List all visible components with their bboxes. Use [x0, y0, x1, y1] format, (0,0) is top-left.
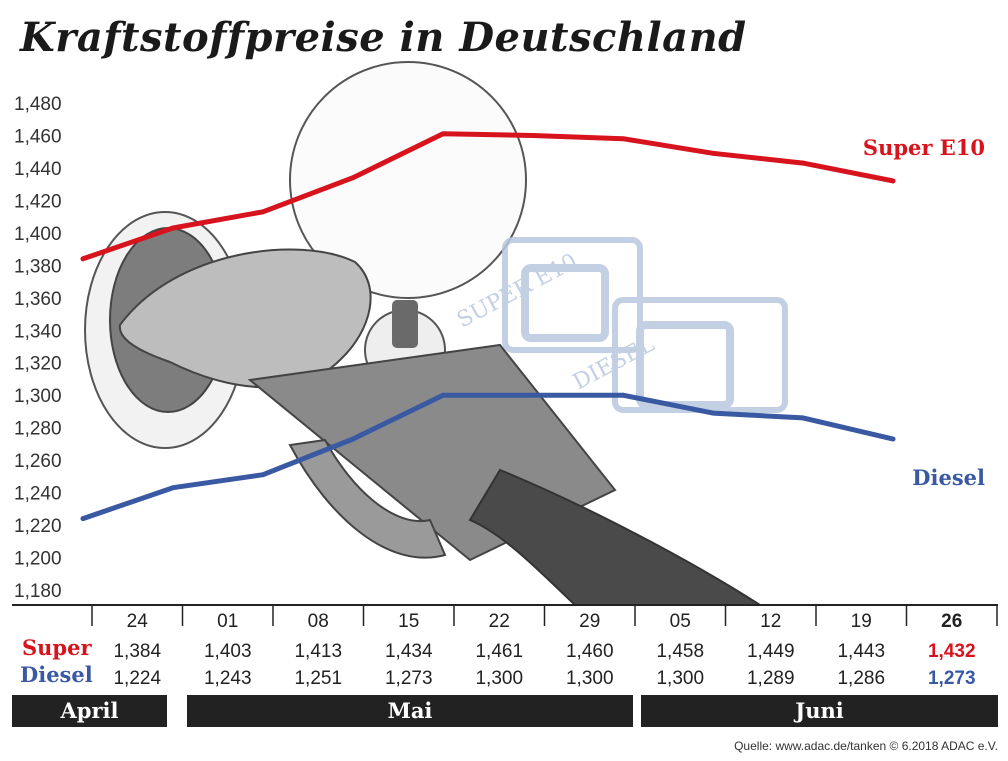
table-cell-value: 1,300	[475, 668, 523, 689]
data-point	[80, 516, 86, 521]
data-point	[440, 131, 446, 137]
y-tick-label: 1,200	[14, 549, 62, 570]
series-line-super-e10	[80, 131, 896, 262]
y-tick-label: 1,260	[14, 451, 62, 472]
data-point	[170, 485, 176, 491]
x-tick-label: 22	[489, 611, 510, 632]
data-point	[350, 436, 356, 442]
table-cell-value: 1,300	[656, 668, 704, 689]
data-point	[530, 392, 536, 398]
data-point	[530, 133, 536, 138]
data-point	[80, 256, 86, 262]
y-tick-label: 1,240	[14, 484, 62, 505]
y-tick-label: 1,440	[14, 159, 62, 180]
y-tick-label: 1,480	[14, 94, 62, 115]
table-cell-value: 1,434	[385, 641, 433, 662]
table-cell-value: 1,224	[113, 668, 161, 689]
series-label-super-e10: Super E10	[863, 135, 985, 160]
table-cell-value: 1,443	[837, 641, 885, 662]
month-bars: April Mai Juni	[12, 695, 998, 727]
data-point	[890, 178, 896, 184]
data-table-cells: 1,384 1,403 1,413 1,434 1,461 1,460 1,458 1,449…	[113, 641, 975, 689]
table-cell-value: 1,432	[928, 641, 976, 662]
table-cell-value: 1,403	[204, 641, 252, 662]
y-axis: 1,180 1,200 1,220 1,240 1,260 1,280 1,300 1,320…	[14, 94, 62, 602]
data-point	[350, 175, 356, 181]
x-tick-label: 19	[851, 611, 872, 632]
table-cell-value: 1,243	[204, 668, 252, 689]
x-tick-label: 05	[670, 611, 691, 632]
month-bar	[12, 695, 167, 727]
table-row-label-diesel: Diesel	[20, 662, 93, 687]
data-point	[170, 225, 176, 231]
pump-display-digit	[636, 321, 734, 409]
y-tick-label: 1,220	[14, 516, 62, 537]
fuel-nozzle-illustration	[84, 61, 764, 606]
y-tick-label: 1,340	[14, 321, 62, 342]
data-point	[890, 436, 896, 442]
series-label-diesel: Diesel	[912, 465, 985, 490]
fuel-hose	[468, 468, 764, 606]
data-point	[440, 392, 446, 398]
x-tick-label: 24	[127, 611, 149, 632]
table-cell-value: 1,413	[294, 641, 342, 662]
x-tick-label: 26	[941, 611, 962, 632]
table-cell-value: 1,251	[294, 668, 342, 689]
chart-title: Kraftstoffpreise in Deutschland	[20, 14, 747, 61]
data-point	[620, 136, 626, 142]
x-tick-label: 15	[398, 611, 419, 632]
y-tick-label: 1,460	[14, 126, 62, 147]
table-cell-value: 1,289	[747, 668, 795, 689]
month-label: April	[60, 698, 119, 723]
x-tick-label: 12	[760, 611, 781, 632]
data-point	[710, 150, 716, 156]
x-tick-label: 08	[308, 611, 329, 632]
series-line-diesel	[80, 392, 896, 522]
month-label: Juni	[793, 698, 843, 723]
y-tick-label: 1,400	[14, 224, 62, 245]
fuel-cap-lid	[289, 61, 527, 299]
pump-display-digit	[521, 264, 609, 342]
table-cell-value: 1,449	[747, 641, 795, 662]
data-point	[260, 472, 266, 478]
y-tick-label: 1,420	[14, 191, 62, 212]
x-tick-label: 01	[217, 611, 238, 632]
month-label: Mai	[388, 698, 433, 723]
data-point	[620, 392, 626, 398]
source-note: Quelle: www.adac.de/tanken © 6.2018 ADAC…	[734, 739, 998, 753]
y-tick-label: 1,300	[14, 386, 62, 407]
y-tick-label: 1,360	[14, 289, 62, 310]
month-bar	[187, 695, 633, 727]
fuel-cap-knob	[392, 300, 418, 348]
x-tick-label: 29	[579, 611, 600, 632]
y-tick-label: 1,280	[14, 419, 62, 440]
nozzle-trigger	[288, 438, 447, 559]
table-cell-value: 1,273	[385, 668, 433, 689]
table-cell-value: 1,460	[566, 641, 614, 662]
table-row-label-super: Super	[22, 635, 92, 660]
y-tick-label: 1,320	[14, 354, 62, 375]
table-cell-value: 1,286	[837, 668, 885, 689]
data-point	[260, 209, 266, 215]
data-point	[800, 160, 806, 166]
table-cell-value: 1,273	[928, 668, 976, 689]
y-tick-label: 1,180	[14, 581, 62, 602]
pump-display-digit	[502, 237, 643, 353]
month-bar	[641, 695, 998, 727]
table-cell-value: 1,384	[113, 641, 161, 662]
table-cell-value: 1,458	[656, 641, 704, 662]
x-axis: 24 01 08 15 22 29 05 12 19 26	[91, 605, 998, 632]
table-cell-value: 1,300	[566, 668, 614, 689]
series-lines	[80, 131, 896, 522]
nozzle-head	[118, 248, 372, 389]
data-point	[800, 415, 806, 421]
y-tick-label: 1,380	[14, 256, 62, 277]
data-point	[710, 410, 716, 416]
table-cell-value: 1,461	[475, 641, 523, 662]
